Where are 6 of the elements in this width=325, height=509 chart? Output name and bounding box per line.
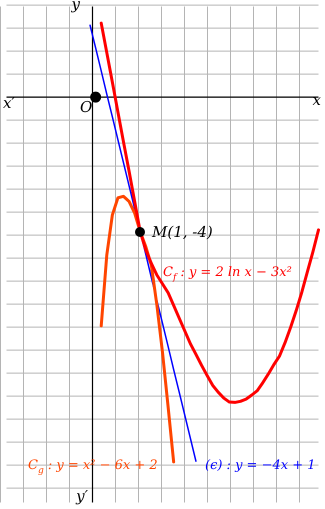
annotation: x′: [3, 94, 16, 112]
annotation: O: [80, 98, 92, 116]
text: y′: [75, 486, 89, 505]
text: y: [70, 0, 81, 13]
annotation: M(1, -4): [151, 222, 213, 241]
series-label: (ϵ) : y = −4x + 1: [205, 458, 316, 473]
